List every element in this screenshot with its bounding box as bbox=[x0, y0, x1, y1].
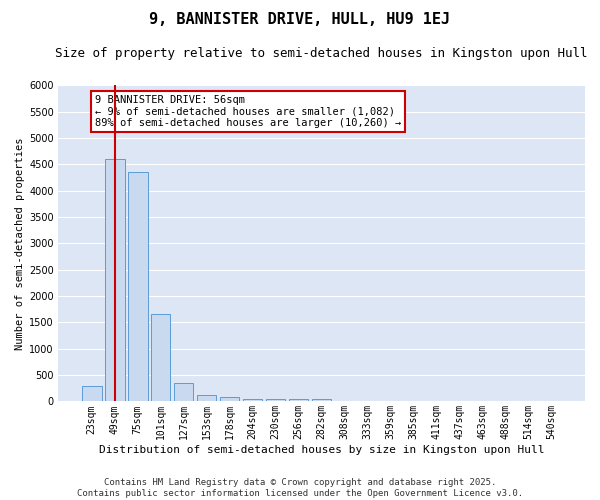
Bar bbox=[151, 314, 170, 402]
Bar bbox=[105, 159, 125, 402]
Text: Contains HM Land Registry data © Crown copyright and database right 2025.
Contai: Contains HM Land Registry data © Crown c… bbox=[77, 478, 523, 498]
Bar bbox=[312, 399, 331, 402]
Bar bbox=[174, 383, 193, 402]
Bar bbox=[197, 395, 217, 402]
Bar bbox=[289, 399, 308, 402]
Bar bbox=[220, 397, 239, 402]
Title: Size of property relative to semi-detached houses in Kingston upon Hull: Size of property relative to semi-detach… bbox=[55, 48, 588, 60]
Bar bbox=[128, 172, 148, 402]
X-axis label: Distribution of semi-detached houses by size in Kingston upon Hull: Distribution of semi-detached houses by … bbox=[99, 445, 544, 455]
Bar bbox=[266, 399, 286, 402]
Y-axis label: Number of semi-detached properties: Number of semi-detached properties bbox=[15, 137, 25, 350]
Bar bbox=[243, 398, 262, 402]
Text: 9 BANNISTER DRIVE: 56sqm
← 9% of semi-detached houses are smaller (1,082)
89% of: 9 BANNISTER DRIVE: 56sqm ← 9% of semi-de… bbox=[95, 95, 401, 128]
Text: 9, BANNISTER DRIVE, HULL, HU9 1EJ: 9, BANNISTER DRIVE, HULL, HU9 1EJ bbox=[149, 12, 451, 28]
Bar bbox=[82, 386, 101, 402]
